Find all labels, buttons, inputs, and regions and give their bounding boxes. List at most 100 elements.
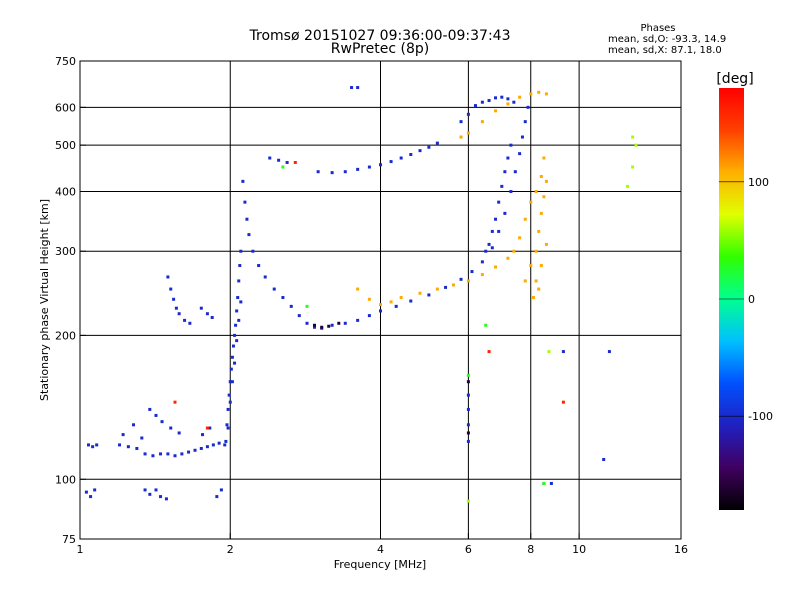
data-point [427,145,431,149]
data-point [164,497,168,501]
data-point [177,431,181,435]
data-point [487,350,491,354]
y-tick-label: 200 [55,329,76,342]
x-tick-label: 4 [377,543,384,556]
data-point [257,264,261,268]
data-point [230,380,234,384]
data-point [487,242,491,246]
data-point [534,279,538,283]
data-point [466,380,470,384]
data-point [172,297,176,301]
data-point [484,323,488,327]
data-point [356,318,360,322]
data-point [237,318,241,322]
data-point [193,448,197,452]
data-point [480,273,484,277]
data-point [159,452,163,456]
data-point [219,488,223,492]
data-point [327,324,331,328]
data-point [233,361,237,365]
data-point [389,160,393,164]
data-point [529,200,533,204]
data-point [208,426,212,430]
data-point [173,454,177,458]
data-point [297,314,301,318]
data-point [466,407,470,411]
data-point [281,296,285,300]
data-point [227,393,231,397]
data-point [409,299,413,303]
data-point [211,443,215,447]
data-point [631,165,635,169]
data-point [466,112,470,116]
chart-subtitle: RwPretec (8p) [331,41,429,57]
data-point [631,135,635,139]
data-point [506,156,510,160]
data-point [494,217,498,221]
data-point [506,102,510,106]
data-point [215,495,219,499]
data-point [87,443,90,447]
data-point [394,304,398,308]
data-point [320,325,324,329]
data-point [330,171,334,175]
phases-o-line: mean, sd,O: -93.3, 14.9 [608,34,726,45]
data-point [379,309,382,313]
colorbar-tick-label: -100 [748,410,773,423]
data-point [537,90,541,94]
data-point [231,344,235,348]
data-point [503,211,507,215]
data-point [237,279,241,283]
data-point [238,264,242,268]
data-point [281,165,285,169]
data-point [228,380,232,384]
data-point [539,264,543,268]
data-point [305,321,309,325]
data-point [503,170,507,174]
data-point [356,167,360,171]
data-point [625,184,629,188]
data-point [459,135,463,139]
data-point [634,143,638,147]
data-point [435,287,439,291]
data-point [512,249,516,253]
data-point [466,393,470,397]
data-point [494,265,498,269]
data-point [233,333,237,337]
data-point [356,287,360,291]
data-point [427,293,431,297]
data-point [542,481,546,485]
data-point [183,318,187,322]
data-point [534,249,538,253]
y-tick-label: 300 [55,245,76,258]
data-point [602,457,606,461]
y-tick-labels: 75 100 200 300 400 500 600 750 [55,55,86,546]
data-point [542,156,546,160]
data-point [239,249,243,253]
data-point [529,264,533,268]
data-point [316,170,320,174]
data-point [418,149,422,153]
data-point [343,170,347,174]
data-point [236,296,240,300]
data-point [234,323,238,327]
data-point [313,325,316,329]
data-points [84,86,638,503]
data-point [549,481,553,485]
data-point [513,170,517,174]
data-point [135,446,139,450]
data-point [126,445,130,449]
data-point [506,97,510,101]
data-point [166,275,170,279]
data-point [497,229,501,233]
data-point [350,86,354,90]
data-point [93,488,97,492]
data-point [177,312,181,316]
data-point [497,200,501,204]
data-point [188,321,192,325]
data-point [229,367,233,371]
data-point [542,195,546,199]
data-point [143,452,147,456]
data-point [239,300,243,304]
data-point [330,323,334,327]
